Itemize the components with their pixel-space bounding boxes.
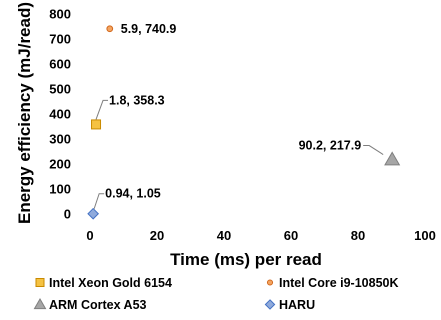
callout-leader-line <box>95 99 109 120</box>
callout-leader-line <box>363 145 384 155</box>
data-label: 1.8, 358.3 <box>109 93 165 107</box>
data-point-square <box>91 119 102 130</box>
legend-marker-square <box>35 278 45 287</box>
legend-label: HARU <box>279 298 315 312</box>
x-tick-label: 20 <box>150 228 164 243</box>
data-points <box>87 25 401 220</box>
x-tick-label: 40 <box>217 228 231 243</box>
legend: Intel Xeon Gold 6154 Intel Core i9-10850K… <box>33 276 399 312</box>
y-tick-label: 700 <box>49 32 71 47</box>
data-label: 5.9, 740.9 <box>121 22 177 36</box>
data-point-diamond <box>87 207 100 220</box>
y-tick-label: 200 <box>49 157 71 172</box>
data-label: 90.2, 217.9 <box>299 139 362 153</box>
x-axis-title: Time (ms) per read <box>170 250 322 269</box>
y-tick-label: 800 <box>49 7 71 22</box>
legend-marker-triangle <box>33 297 47 310</box>
data-point-circle <box>106 25 114 33</box>
legend-marker-diamond <box>264 299 276 310</box>
x-tick-label: 80 <box>351 228 365 243</box>
legend-label: Intel Xeon Gold 6154 <box>49 276 172 290</box>
data-point-triangle <box>384 151 401 166</box>
x-tick-label: 100 <box>414 228 436 243</box>
y-tick-label: 600 <box>49 57 71 72</box>
x-axis: 0 20 40 60 80 100 <box>86 228 435 243</box>
legend-label: Intel Core i9-10850K <box>279 276 399 290</box>
x-tick-label: 60 <box>284 228 298 243</box>
x-tick-label: 0 <box>86 228 93 243</box>
legend-marker-circle <box>266 279 274 286</box>
y-tick-label: 500 <box>49 82 71 97</box>
y-tick-label: 0 <box>64 207 71 222</box>
y-axis-title: Energy efficiency (mJ/read) <box>15 2 34 224</box>
callout-leader-line <box>93 193 105 209</box>
legend-label: ARM Cortex A53 <box>49 298 147 312</box>
y-tick-label: 400 <box>49 107 71 122</box>
y-axis: 0 100 200 300 400 500 600 700 800 <box>49 7 71 222</box>
y-tick-label: 300 <box>49 132 71 147</box>
data-label: 0.94, 1.05 <box>105 187 161 201</box>
data-label-callouts: 1.8, 358.3 5.9, 740.9 90.2, 217.9 0.94, 1.0… <box>93 22 384 209</box>
y-tick-label: 100 <box>49 182 71 197</box>
